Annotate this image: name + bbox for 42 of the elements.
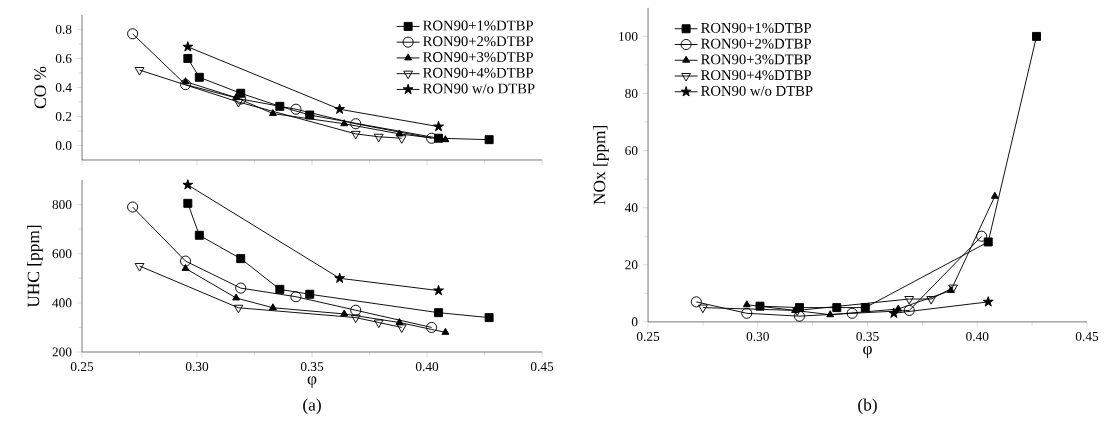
x-tick-label: 0.25 — [636, 331, 660, 341]
text: (a) — [303, 398, 321, 415]
y-tick-label: 0.4 — [55, 82, 72, 93]
x-tick-label: 0.45 — [1075, 331, 1099, 341]
y-tick-label: 20 — [625, 260, 638, 270]
y-tick-label: 200 — [52, 347, 72, 357]
legend-label: RON90+3%DTBP — [701, 54, 811, 65]
legend-label: RON90+1%DTBP — [423, 20, 533, 31]
x-tick-label: 0.40 — [415, 362, 439, 372]
y-tick-label: 100 — [619, 31, 638, 41]
legend-label: RON90+2%DTBP — [423, 36, 533, 47]
y-tick-label: 60 — [625, 146, 638, 156]
legend-label: RON90+4%DTBP — [701, 70, 811, 81]
y-tick-label: 0.6 — [55, 53, 72, 64]
x-axis-title: φ — [863, 346, 872, 359]
legend-label: RON90 w/o DTBP — [701, 85, 813, 96]
legend-label: RON90+1%DTBP — [701, 22, 811, 33]
text: (b) — [858, 398, 877, 415]
legend-label: RON90+2%DTBP — [701, 38, 811, 49]
y-axis-title: CO % — [34, 66, 47, 109]
y-tick-label: 0 — [631, 317, 638, 327]
y-tick-label: 80 — [625, 89, 638, 99]
y-tick-label: 40 — [624, 203, 638, 213]
y-axis-title: UHC [ppm] — [27, 225, 43, 308]
x-tick-label: 0.35 — [856, 331, 879, 341]
y-tick-label: 0.8 — [55, 24, 72, 34]
x-axis-title: φ — [307, 376, 317, 389]
x-tick-label: 0.45 — [530, 362, 554, 372]
y-tick-label: 0.2 — [55, 111, 72, 122]
x-tick-label: 0.25 — [70, 362, 94, 372]
y-axis-title: NOx [ppm] — [593, 125, 609, 205]
legend-label: RON90+4%DTBP — [423, 67, 533, 78]
x-tick-label: 0.30 — [746, 331, 769, 341]
y-tick-label: 400 — [52, 298, 72, 308]
y-tick-label: 600 — [52, 249, 72, 259]
legend-label: RON90+3%DTBP — [423, 52, 533, 63]
y-tick-label: 800 — [52, 200, 72, 210]
x-tick-label: 0.40 — [966, 331, 989, 341]
x-tick-label: 0.35 — [300, 362, 324, 372]
legend-label: RON90 w/o DTBP — [423, 83, 535, 94]
y-tick-label: 0.0 — [55, 140, 72, 151]
x-tick-label: 0.30 — [185, 362, 209, 372]
